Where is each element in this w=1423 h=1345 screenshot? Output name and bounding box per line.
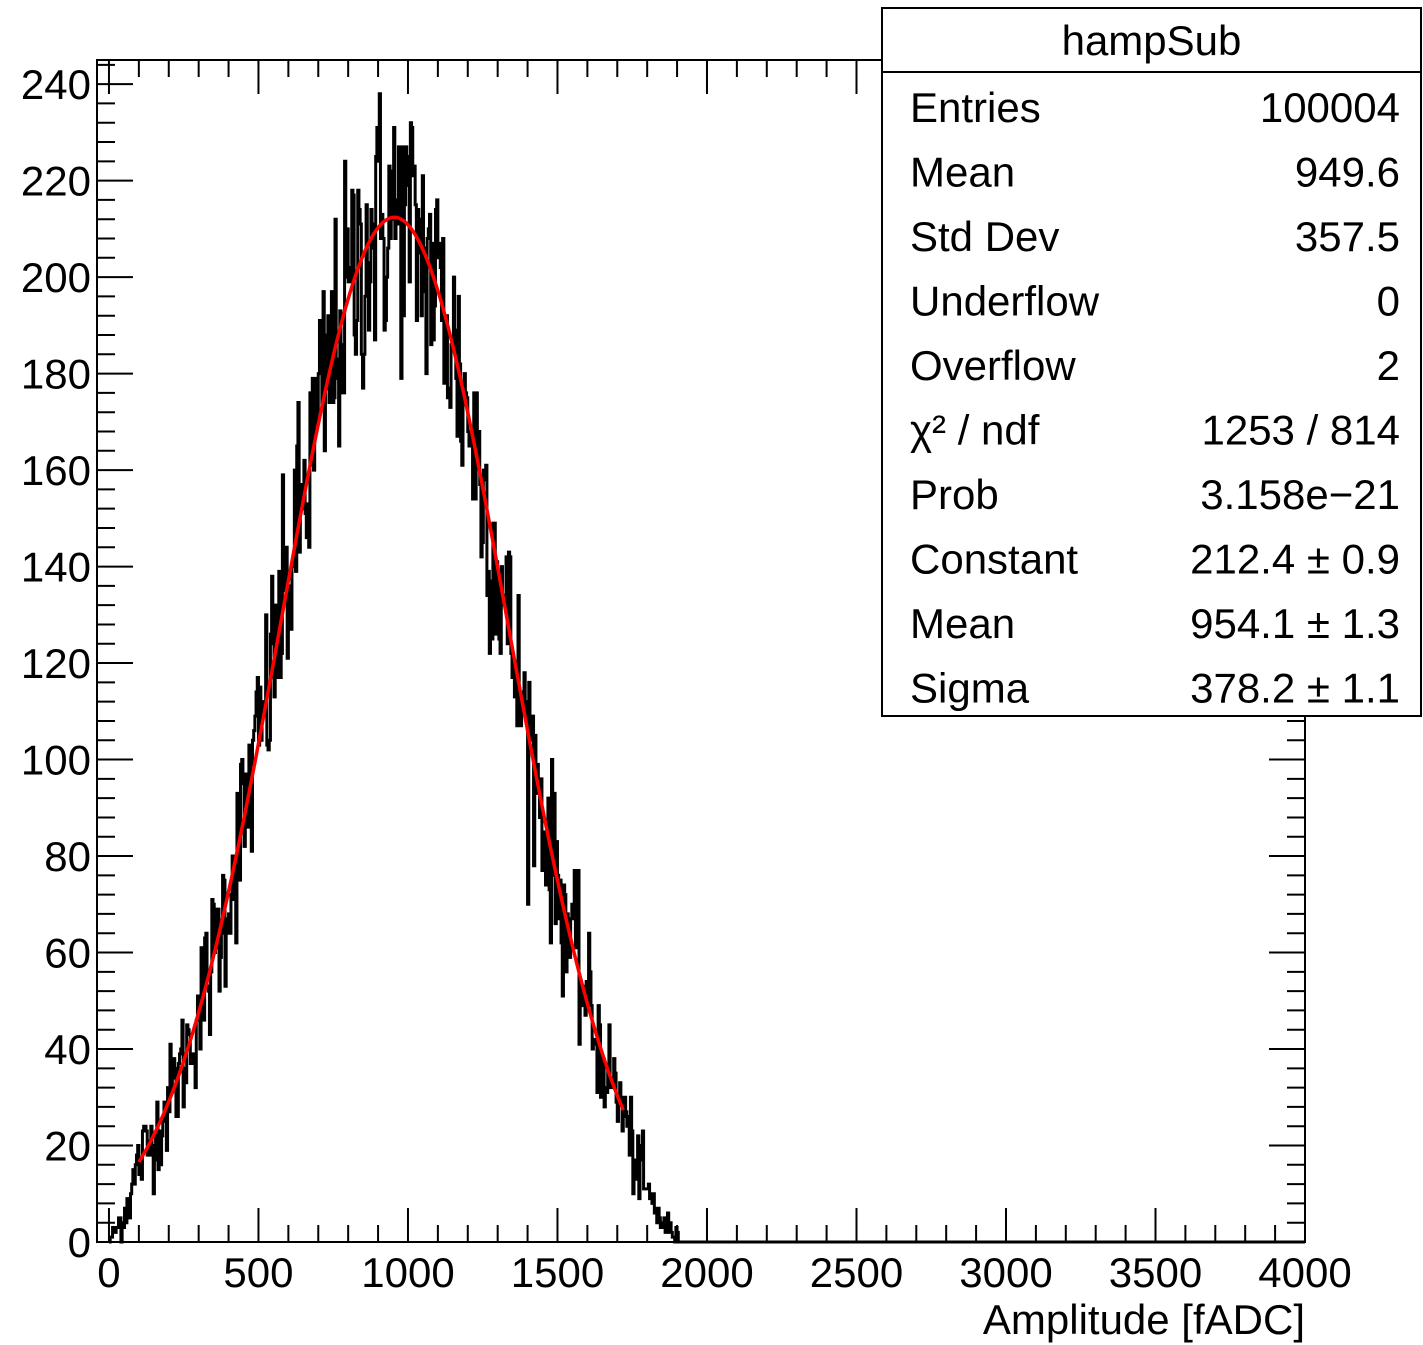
stats-row-value: 357.5: [1295, 213, 1400, 260]
stats-box-title: hampSub: [1062, 17, 1242, 64]
y-tick-label: 0: [68, 1219, 91, 1266]
y-tick-label: 180: [21, 351, 91, 398]
y-tick-label: 80: [44, 833, 91, 880]
axes: 0 500 1000 1500 2000 2500 3000 3500 4000 0 20 40 60 8…: [21, 60, 1352, 1296]
stats-row-value: 949.6: [1295, 149, 1400, 196]
stats-box: hampSub Entries 100004 Mean 949.6 Std Dev 357.…: [881, 7, 1422, 717]
stats-row-label: Mean: [910, 600, 1015, 647]
fit-curve-layer: [137, 215, 625, 1163]
x-tick-label: 3500: [1109, 1249, 1202, 1296]
x-tick-label: 1500: [511, 1249, 604, 1296]
stats-row-label: χ² / ndf: [910, 407, 1040, 454]
x-tick-label: 4000: [1258, 1249, 1351, 1296]
x-axis-title: Amplitude [fADC]: [983, 1296, 1305, 1343]
stats-row-value: 954.1 ± 1.3: [1190, 600, 1400, 647]
stats-box-border: [881, 7, 1422, 717]
y-tick-label: 140: [21, 544, 91, 591]
stats-row-label: Prob: [910, 471, 999, 518]
y-tick-label: 20: [44, 1123, 91, 1170]
stats-row-label: Mean: [910, 149, 1015, 196]
y-tick-label: 60: [44, 930, 91, 977]
stats-row-value: 1253 / 814: [1201, 407, 1400, 454]
stats-row-value: 2: [1377, 342, 1400, 389]
y-tick-label: 100: [21, 737, 91, 784]
y-tick-label: 120: [21, 640, 91, 687]
stats-row-value: 378.2 ± 1.1: [1190, 665, 1400, 712]
y-tick-label: 220: [21, 158, 91, 205]
stats-row-label: Overflow: [910, 342, 1076, 389]
stats-row-label: Std Dev: [910, 213, 1059, 260]
stats-row-label: Underflow: [910, 278, 1100, 325]
y-tick-label: 160: [21, 447, 91, 494]
fit-curve: [137, 215, 625, 1163]
y-tick-label: 40: [44, 1026, 91, 1073]
y-tick-label: 200: [21, 254, 91, 301]
stats-row-value: 100004: [1260, 84, 1400, 131]
x-tick-label: 2000: [660, 1249, 753, 1296]
y-tick-label: 240: [21, 61, 91, 108]
x-tick-label: 500: [223, 1249, 293, 1296]
x-tick-label: 1000: [361, 1249, 454, 1296]
stats-row-label: Entries: [910, 84, 1041, 131]
x-tick-label: 2500: [810, 1249, 903, 1296]
stats-row-value: 212.4 ± 0.9: [1190, 536, 1400, 583]
x-tick-label: 0: [97, 1249, 120, 1296]
stats-row-value: 3.158e−21: [1200, 471, 1400, 518]
x-tick-label: 3000: [959, 1249, 1052, 1296]
stats-row-value: 0: [1377, 278, 1400, 325]
stats-row-label: Sigma: [910, 665, 1030, 712]
stats-row-label: Constant: [910, 536, 1078, 583]
